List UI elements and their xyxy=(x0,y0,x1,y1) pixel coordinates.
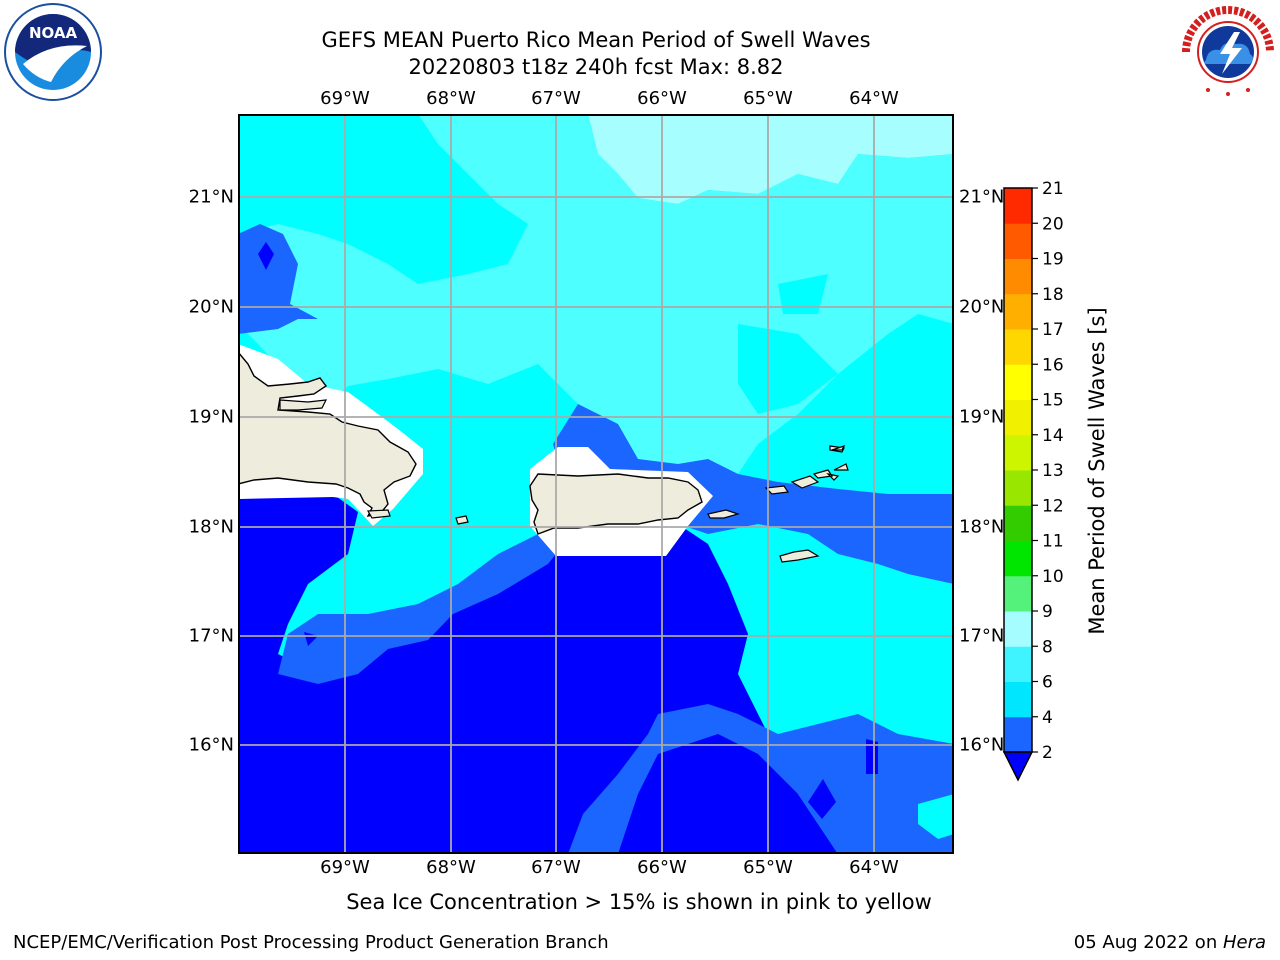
lon-label-bottom-65w: 65°W xyxy=(743,857,793,878)
land-hispaniola-gulf xyxy=(279,399,328,411)
colorbar-tick-label: 11 xyxy=(1042,532,1064,552)
lon-label-bottom-66w: 66°W xyxy=(637,857,687,878)
lat-label-left-21n: 21°N xyxy=(188,186,234,208)
colorbar-label: Mean Period of Swell Waves [s] xyxy=(1085,307,1109,635)
colorbar-block xyxy=(1004,575,1032,612)
field-deepblue-south xyxy=(238,494,838,854)
nws-logo xyxy=(1180,4,1276,100)
field-pale-cyan-northeast xyxy=(588,114,954,204)
colorbar-tick-label: 9 xyxy=(1042,602,1053,622)
lat-label-right-21n: 21°N xyxy=(959,186,1005,208)
colorbar-tick-label: 10 xyxy=(1042,567,1064,587)
field-blue-south-band xyxy=(278,534,568,684)
colorbar-tick-label: 19 xyxy=(1042,250,1064,270)
field-deepblue-southeast-spot2 xyxy=(866,739,878,774)
field-blue-prvi xyxy=(553,404,954,584)
colorbar-tick-label: 12 xyxy=(1042,496,1064,516)
colorbar-block xyxy=(1004,611,1032,647)
lon-label-top-64w: 64°W xyxy=(849,88,899,109)
colorbar-block xyxy=(1004,329,1032,365)
graticule-grid xyxy=(238,114,954,854)
credit-host: Hera xyxy=(1222,932,1266,953)
lat-label-right-17n: 17°N xyxy=(959,625,1005,647)
colorbar-tick-label: 18 xyxy=(1042,285,1064,305)
colorbar-block xyxy=(1004,505,1032,541)
land-hispaniola xyxy=(238,350,417,517)
colorbar: 2 4 6 8 9 10 11 12 13 14 15 16 17 18 19 20 21 xyxy=(1002,180,1064,782)
land-vieques xyxy=(707,509,741,519)
colorbar-block xyxy=(1004,293,1032,330)
credit-right: 05 Aug 2022 on Hera xyxy=(1074,932,1266,953)
colorbar-tick-label: 14 xyxy=(1042,426,1064,446)
colorbar-block xyxy=(1004,258,1032,295)
lat-label-right-19n: 19°N xyxy=(959,406,1005,428)
colorbar-block xyxy=(1004,364,1032,400)
lat-label-left-20n: 20°N xyxy=(188,296,234,318)
lon-label-top-69w: 69°W xyxy=(320,88,370,109)
lon-label-top-68w: 68°W xyxy=(426,88,476,109)
lon-label-top-67w: 67°W xyxy=(531,88,581,109)
lat-label-right-16n: 16°N xyxy=(959,734,1005,756)
chart-title: GEFS MEAN Puerto Rico Mean Period of Swe… xyxy=(321,28,871,52)
field-deepblue-northwest-spot xyxy=(258,242,274,270)
land-saona-island xyxy=(366,509,391,519)
colorbar-tick-label: 8 xyxy=(1042,637,1053,657)
colorbar-tick-label: 16 xyxy=(1042,355,1064,375)
lat-label-left-17n: 17°N xyxy=(188,625,234,647)
land-anegada xyxy=(831,444,846,451)
field-cyan-patch-east xyxy=(738,324,838,414)
field-cyan-patch-north xyxy=(778,274,828,314)
noaa-logo-text: NOAA xyxy=(29,24,78,42)
colorbar-block xyxy=(1004,223,1032,259)
credit-date: 05 Aug 2022 on xyxy=(1073,932,1223,953)
colorbar-block xyxy=(1004,188,1032,224)
colorbar-block xyxy=(1004,470,1032,506)
field-deepblue-southeast-spot xyxy=(808,779,836,819)
field-cyan-southeast-corner xyxy=(918,794,954,839)
colorbar-ticks: 2 4 6 8 9 10 11 12 13 14 15 16 17 18 19 20 21 xyxy=(1032,180,1064,763)
lon-label-bottom-64w: 64°W xyxy=(849,857,899,878)
lon-label-bottom-67w: 67°W xyxy=(531,857,581,878)
swell-period-map xyxy=(238,114,954,854)
colorbar-block xyxy=(1004,716,1032,753)
colorbar-under-triangle xyxy=(1002,751,1034,782)
field-blue-southeast xyxy=(568,704,954,854)
lat-label-right-20n: 20°N xyxy=(959,296,1005,318)
colorbar-tick-label: 4 xyxy=(1042,708,1053,728)
colorbar-tick-label: 20 xyxy=(1042,214,1064,234)
lon-label-bottom-69w: 69°W xyxy=(320,857,370,878)
colorbar-tick-label: 17 xyxy=(1042,320,1064,340)
lon-label-top-65w: 65°W xyxy=(743,88,793,109)
colorbar-block xyxy=(1004,399,1032,436)
land-mona-island xyxy=(455,515,469,525)
colorbar-tick-label: 15 xyxy=(1042,391,1064,411)
land-puerto-rico xyxy=(529,473,703,535)
land-virgin-islands xyxy=(764,445,849,495)
map-border xyxy=(238,114,954,854)
chart-subtitle: 20220803 t18z 240h fcst Max: 8.82 xyxy=(408,55,784,79)
lon-label-bottom-68w: 68°W xyxy=(426,857,476,878)
lat-label-left-19n: 19°N xyxy=(188,406,234,428)
colorbar-blocks xyxy=(1002,187,1034,782)
sea-ice-footnote: Sea Ice Concentration > 15% is shown in … xyxy=(0,890,1280,914)
lon-label-top-66w: 66°W xyxy=(637,88,687,109)
colorbar-block xyxy=(1004,540,1032,577)
colorbar-tick-label: 2 xyxy=(1042,743,1053,763)
noaa-logo: NOAA xyxy=(4,3,102,101)
sea-ice-footnote-text: Sea Ice Concentration > 15% is shown in … xyxy=(346,890,932,914)
colorbar-block xyxy=(1004,681,1032,718)
lat-label-left-18n: 18°N xyxy=(188,516,234,538)
colorbar-block xyxy=(1004,646,1032,682)
credit-left: NCEP/EMC/Verification Post Processing Pr… xyxy=(13,932,609,953)
lat-label-right-18n: 18°N xyxy=(959,516,1005,538)
colorbar-tick-label: 6 xyxy=(1042,673,1053,693)
land-st-croix xyxy=(779,549,820,563)
lat-label-left-16n: 16°N xyxy=(188,734,234,756)
colorbar-tick-label: 13 xyxy=(1042,461,1064,481)
colorbar-tick-label: 21 xyxy=(1042,180,1064,199)
colorbar-block xyxy=(1004,434,1032,471)
